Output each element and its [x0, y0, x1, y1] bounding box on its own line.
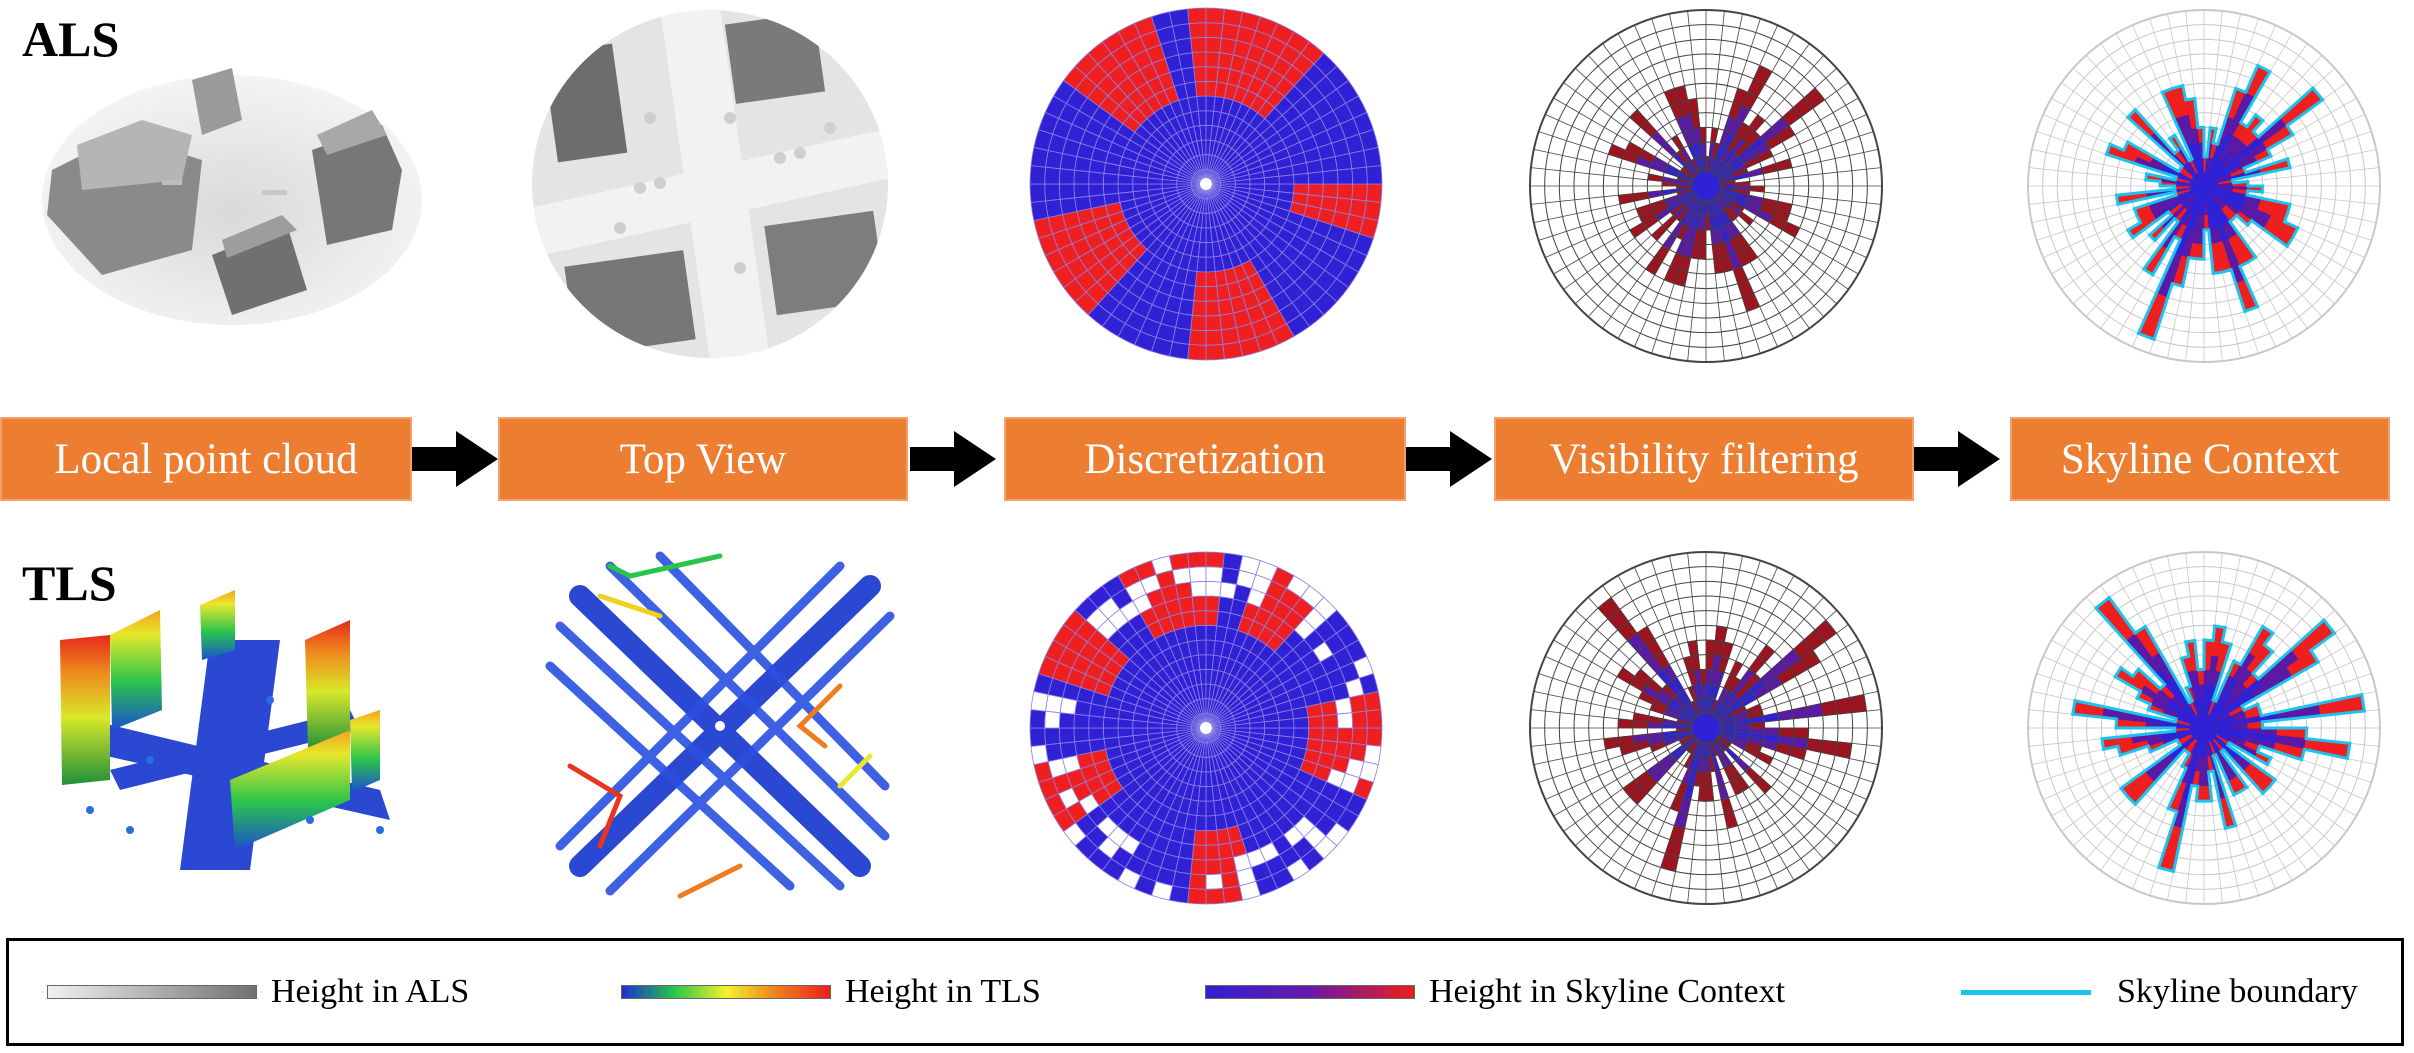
- tls-visibility-filtering-polar-grid: [1529, 551, 1883, 905]
- legend-label: Height in ALS: [271, 973, 470, 1010]
- als-local-point-cloud-image: [42, 68, 422, 325]
- legend-item-height-tls: Height in TLS: [621, 941, 1041, 1043]
- stage-discretization: Discretization: [1004, 417, 1406, 501]
- als-skyline-context-polar-grid: [2027, 9, 2381, 363]
- legend-swatch-skyline-gradient: [1205, 985, 1415, 999]
- flow-arrow-2: [910, 431, 996, 487]
- legend-label: Height in TLS: [845, 973, 1041, 1010]
- tls-skyline-context-polar-grid: [2027, 551, 2381, 905]
- legend-swatch-skyline-line: [1961, 989, 2091, 995]
- tls-local-point-cloud-image: [60, 590, 390, 870]
- legend-item-height-skyline: Height in Skyline Context: [1205, 941, 1785, 1043]
- als-discretization-polar-grid: [1029, 7, 1383, 361]
- flow-arrow-3: [1406, 431, 1492, 487]
- legend-item-skyline-boundary: Skyline boundary: [1961, 941, 2358, 1043]
- tls-discretization-polar-grid: [1029, 551, 1383, 905]
- stage-visibility-filtering: Visibility filtering: [1494, 417, 1914, 501]
- legend-label: Skyline boundary: [2117, 973, 2358, 1010]
- row-label-als: ALS: [22, 11, 120, 67]
- tls-top-view-image: [545, 551, 895, 899]
- flow-arrow-4: [1914, 431, 2000, 487]
- stage-local-point-cloud: Local point cloud: [0, 417, 412, 501]
- flow-arrow-1: [412, 431, 498, 487]
- stage-top-view: Top View: [498, 417, 908, 501]
- legend-item-height-als: Height in ALS: [47, 941, 469, 1043]
- legend-label: Height in Skyline Context: [1429, 973, 1786, 1010]
- als-top-view-image: [532, 10, 888, 358]
- legend: Height in ALS Height in TLS Height in Sk…: [6, 938, 2404, 1046]
- legend-swatch-tls-gradient: [621, 985, 831, 999]
- als-visibility-filtering-polar-grid: [1529, 9, 1883, 363]
- legend-swatch-als-gradient: [47, 985, 257, 999]
- stage-skyline-context: Skyline Context: [2010, 417, 2390, 501]
- row-label-tls: TLS: [22, 555, 117, 611]
